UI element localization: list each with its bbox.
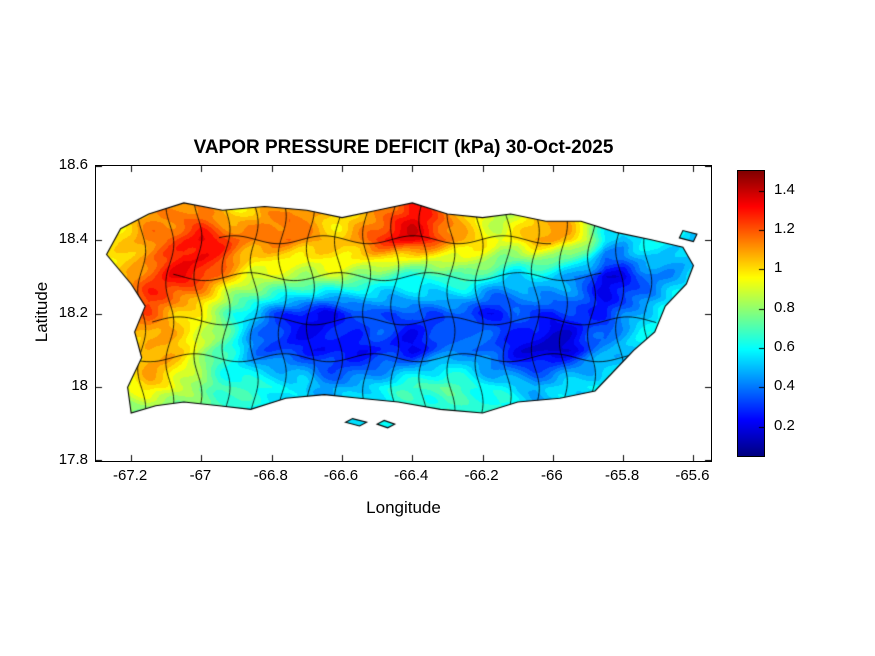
heatmap-canvas xyxy=(96,166,711,461)
y-tick-label: 17.8 xyxy=(58,451,88,468)
x-tick-label: -66.4 xyxy=(394,467,429,484)
y-tick-label: 18.6 xyxy=(58,156,88,173)
colorbar-tick-label: 0.4 xyxy=(774,377,795,395)
x-tick-label: -65.8 xyxy=(605,467,640,484)
colorbar-tick-label: 0.8 xyxy=(774,298,795,316)
colorbar-tick-label: 0.2 xyxy=(774,416,795,434)
y-tick-label: 18 xyxy=(71,377,88,395)
y-tick-label: 18.2 xyxy=(58,303,88,321)
y-tick-label: 18.4 xyxy=(58,229,88,247)
colorbar xyxy=(737,170,765,457)
x-tick-label: -67 xyxy=(189,467,212,484)
x-tick-label: -66.8 xyxy=(253,467,288,484)
colorbar-tick-label: 1.2 xyxy=(774,219,795,237)
colorbar-tick-label: 1 xyxy=(774,259,783,277)
plot-box xyxy=(95,165,712,462)
x-tick-label: -65.6 xyxy=(675,467,710,484)
x-tick-label: -66.6 xyxy=(323,467,359,484)
colorbar-tick-label: 1.4 xyxy=(774,180,795,198)
x-tick-label: -66 xyxy=(541,467,563,484)
x-axis-label: Longitude xyxy=(366,498,441,517)
x-tick-label: -66.2 xyxy=(464,467,499,484)
colorbar-tick-label: 0.6 xyxy=(774,337,795,355)
colorbar-canvas xyxy=(738,171,764,456)
x-tick-label: -67.2 xyxy=(113,467,148,484)
chart-title: VAPOR PRESSURE DEFICIT (kPa) 30-Oct-2025 xyxy=(193,137,614,158)
